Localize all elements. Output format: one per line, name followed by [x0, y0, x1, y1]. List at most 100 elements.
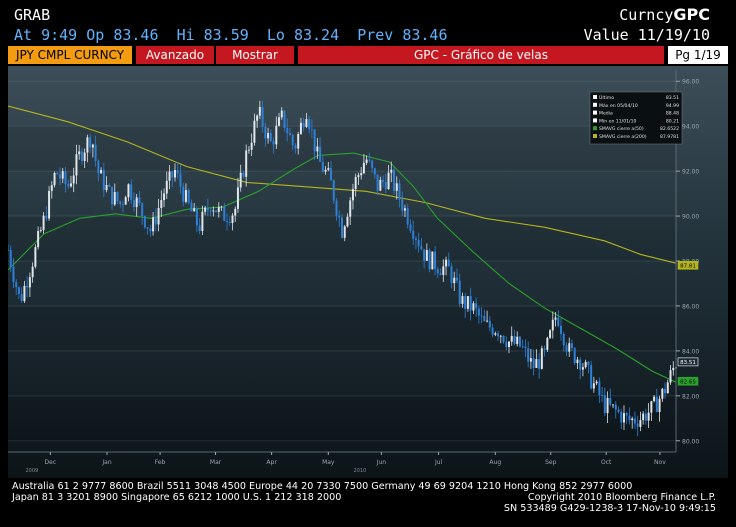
candle-body: [228, 221, 231, 223]
x-tick-label: Dec: [45, 459, 57, 466]
candle-body: [535, 359, 538, 368]
candle-body: [469, 296, 472, 311]
candle-body: [584, 361, 587, 368]
candle-body: [573, 348, 576, 364]
candle-body: [538, 359, 541, 369]
candle-body: [121, 204, 124, 205]
candle-body: [365, 159, 368, 163]
candle-body: [102, 169, 105, 191]
footer-line-2-left: Japan 81 3 3201 8900 Singapore 65 6212 1…: [12, 492, 342, 503]
candle-body: [39, 230, 42, 232]
candle-body: [351, 189, 354, 201]
candle-body: [308, 119, 311, 130]
candle-body: [669, 370, 672, 383]
candle-body: [587, 361, 590, 366]
candle-body: [258, 106, 261, 116]
candle-body: [455, 277, 458, 281]
candle-body: [636, 423, 639, 427]
page-indicator[interactable]: Pg 1/19: [668, 46, 728, 64]
security-field[interactable]: JPY CMPL CURNCY: [8, 46, 132, 64]
candle-body: [59, 174, 62, 179]
candle-body: [434, 251, 437, 270]
candle-body: [354, 177, 357, 190]
candle-body: [226, 221, 229, 222]
candle-body: [425, 250, 428, 261]
candle-body: [590, 365, 593, 389]
toolbar: JPY CMPL CURNCY Avanzado Mostrar GPC - G…: [8, 46, 728, 64]
prev-value: 83.46: [402, 26, 448, 44]
candle-body: [642, 413, 645, 421]
candle-body: [113, 191, 116, 205]
last-value-box: [677, 357, 699, 367]
footer-copyright: Copyright 2010 Bloomberg Finance L.P.: [527, 492, 716, 503]
candle-body: [163, 193, 166, 201]
candle-body: [672, 367, 675, 371]
last-value-label: 82.65: [680, 379, 696, 385]
grid-lines: [8, 80, 676, 442]
candle-body: [215, 210, 218, 212]
y-tick-label: 84.00: [682, 348, 699, 355]
candle-body: [291, 134, 294, 146]
candle-body: [423, 249, 426, 261]
candle-body: [639, 420, 642, 427]
open-label: Op: [86, 26, 105, 44]
candle-body: [67, 184, 70, 187]
at-value: 9:49: [41, 26, 78, 44]
candle-body: [72, 175, 75, 184]
candle-body: [286, 128, 289, 134]
candle-body: [483, 315, 486, 322]
candle-body: [26, 285, 29, 288]
candle-body: [403, 208, 406, 211]
screen-title: GPC - Gráfico de velas: [298, 46, 664, 64]
header-row-1: GRAB CurncyGPC: [0, 6, 736, 25]
function-code: GRAB: [14, 6, 51, 24]
legend-label: SMAVG cierre a(50): [599, 126, 644, 132]
candle-body: [625, 413, 628, 416]
candlestick-chart[interactable]: 96.0094.0092.0090.0088.0086.0084.0082.00…: [7, 66, 728, 478]
candle-body: [546, 337, 549, 350]
candle-body: [28, 277, 31, 288]
candle-body: [565, 345, 568, 352]
x-tick-label: Mar: [210, 459, 222, 466]
candle-body: [398, 183, 401, 200]
candle-body: [497, 333, 500, 337]
candle-body: [190, 202, 193, 212]
candle-body: [165, 180, 168, 194]
candle-body: [464, 296, 467, 309]
candle-body: [242, 172, 245, 177]
low-label: Lo: [266, 26, 285, 44]
candle-body: [15, 282, 18, 288]
low-value: 83.24: [293, 26, 340, 44]
y-tick-label: 94.00: [682, 124, 699, 131]
header-row-2: At 9:49 Op 83.46 Hi 83.59 Lo 83.24 Prev …: [0, 26, 736, 44]
candle-body: [17, 287, 20, 295]
candle-body: [141, 203, 144, 216]
candle-body: [453, 277, 456, 284]
candle-body: [447, 259, 450, 267]
candle-body: [384, 181, 387, 190]
candle-body: [245, 150, 248, 177]
candle-body: [193, 208, 196, 212]
candle-body: [182, 186, 185, 202]
candle-body: [338, 215, 341, 218]
candle-body: [269, 133, 272, 142]
y-tick-label: 96.00: [682, 79, 699, 86]
plot-band: [8, 126, 676, 172]
show-button[interactable]: Mostrar: [216, 46, 294, 64]
candle-body: [431, 251, 434, 270]
candle-body: [472, 303, 475, 311]
advanced-button[interactable]: Avanzado: [136, 46, 214, 64]
candle-body: [174, 170, 176, 178]
candle-body: [195, 208, 198, 226]
candle-body: [272, 141, 275, 145]
candle-body: [50, 185, 53, 191]
candle-body: [581, 367, 584, 370]
candle-body: [100, 169, 103, 174]
x-tick-label: Apr: [266, 459, 277, 466]
candle-body: [280, 110, 283, 118]
candle-body: [212, 210, 215, 212]
x-tick-label: May: [322, 459, 335, 466]
candle-body: [152, 217, 155, 232]
candle-body: [135, 197, 138, 208]
candle-body: [256, 115, 259, 121]
